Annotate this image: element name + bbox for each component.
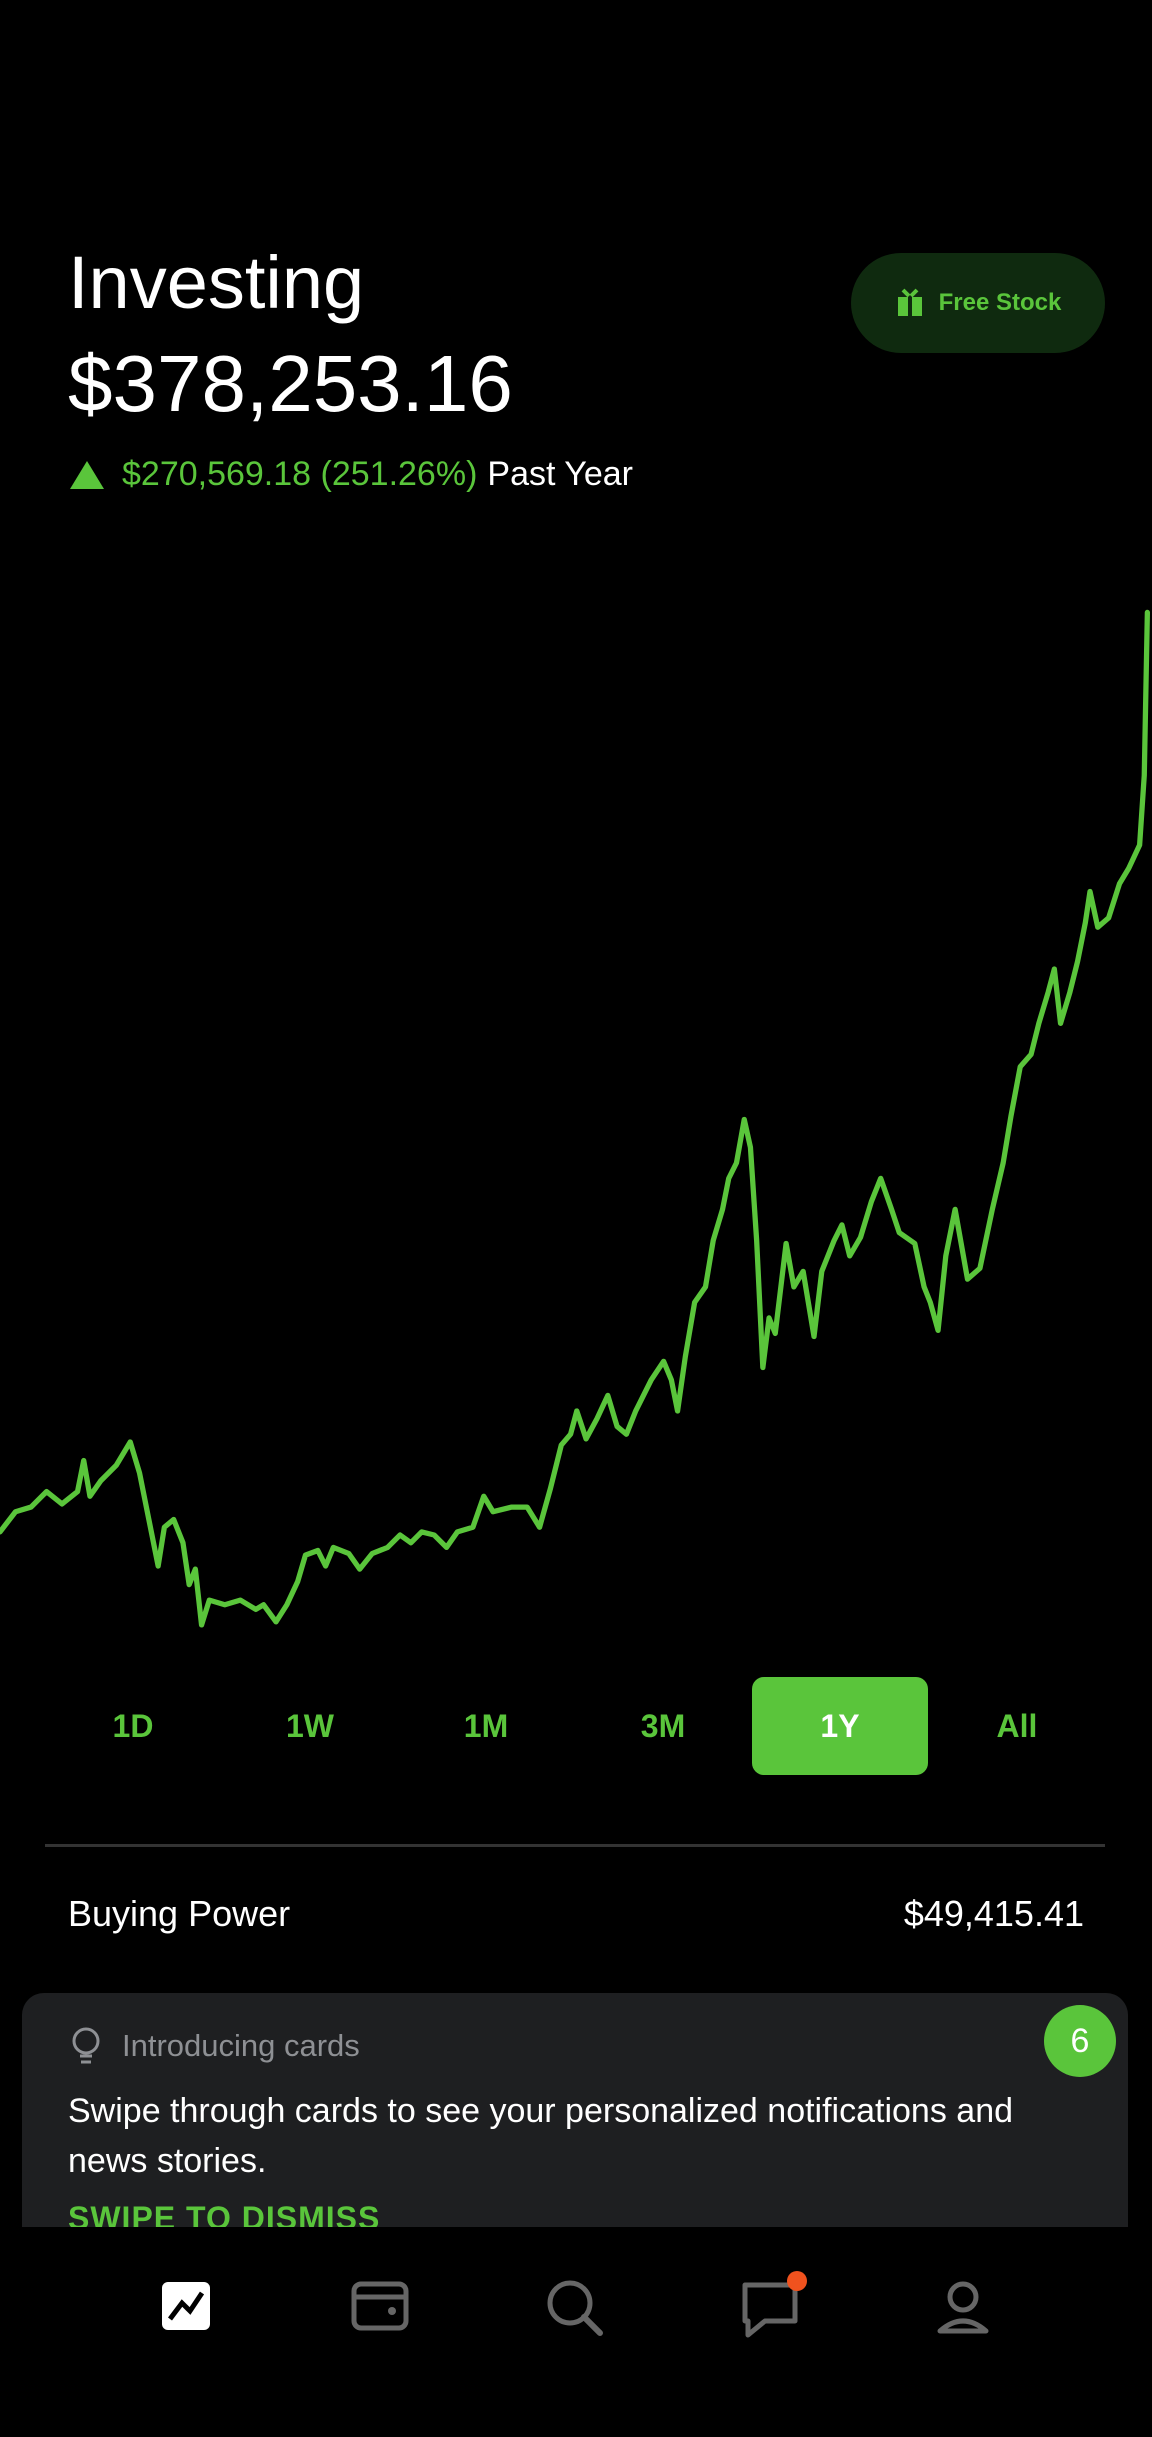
title: Investing [68, 241, 365, 324]
change-value: $270,569.18 (251.26%) [122, 455, 478, 493]
nav-icons [162, 2271, 989, 2338]
range-button[interactable]: 3M [640, 1707, 686, 1744]
free-stock-button[interactable]: Free Stock [851, 253, 1105, 353]
free-stock-label: Free Stock [938, 289, 1062, 316]
range-selector: 1D 1W 1M 3M 1Y All [45, 1677, 1105, 1775]
buying-power-value: $49,415.41 [903, 1893, 1084, 1934]
range-button[interactable]: 1M [463, 1707, 509, 1744]
bottom-nav [0, 2227, 1152, 2432]
change-period: Past Year [487, 455, 633, 493]
card-badge: 6 [1044, 2005, 1116, 2077]
range-button[interactable]: All [996, 1707, 1038, 1744]
price-line [0, 609, 1151, 1628]
gift-icon [897, 288, 922, 316]
buying-power-label: Buying Power [68, 1893, 291, 1934]
card-body: Swipe through cards to see your personal… [68, 2092, 1014, 2180]
up-arrow [70, 460, 104, 489]
portfolio-chart [0, 609, 1151, 1628]
nav-cash[interactable] [351, 2281, 409, 2331]
nav-account[interactable] [937, 2281, 989, 2334]
change: $270,569.18 (251.26%) Past Year [70, 455, 633, 494]
range-button[interactable]: 1D [112, 1707, 154, 1744]
divider [45, 1844, 1105, 1847]
range-button[interactable]: 1W [286, 1707, 334, 1744]
nav-search[interactable] [547, 2280, 603, 2336]
balance: $378,253.16 [68, 339, 513, 428]
nav-messages[interactable] [742, 2271, 807, 2338]
range-button[interactable]: 1Y [752, 1677, 928, 1775]
bulb-icon [72, 2027, 100, 2064]
nav-investing[interactable] [162, 2282, 210, 2330]
card-eyebrow: Introducing cards [122, 2028, 360, 2063]
